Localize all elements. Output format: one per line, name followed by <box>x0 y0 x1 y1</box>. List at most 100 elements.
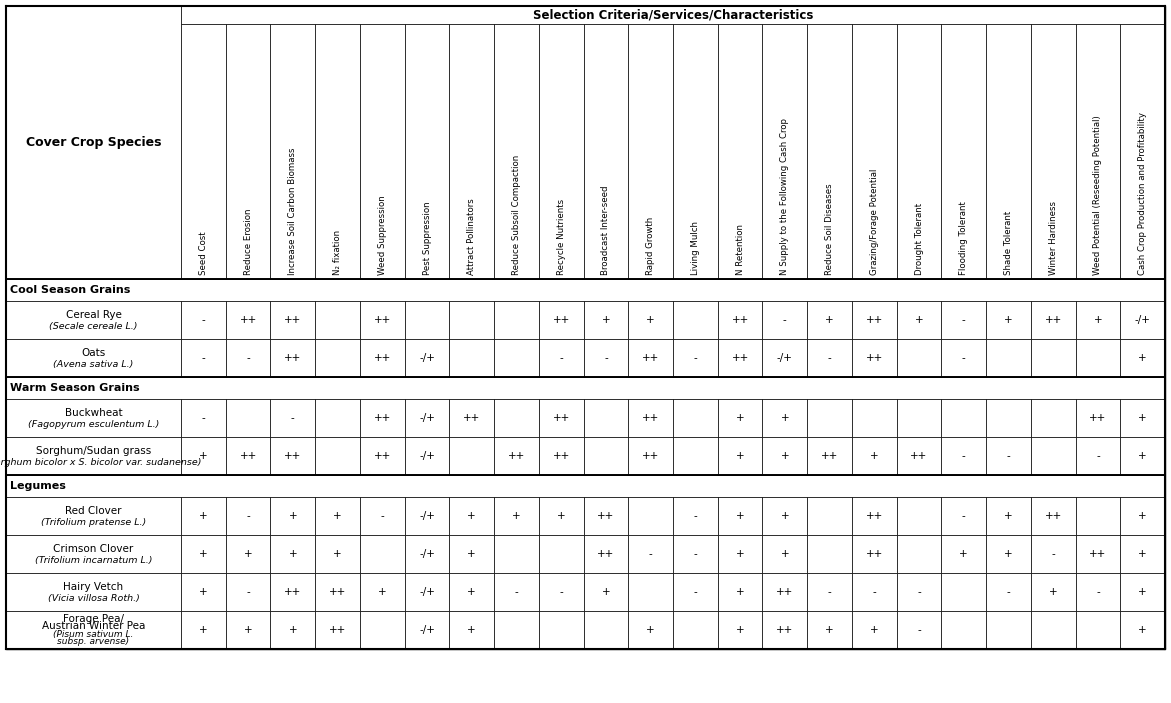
Text: (Fagopyrum esculentum L.): (Fagopyrum esculentum L.) <box>28 420 159 429</box>
Bar <box>494 339 539 377</box>
Text: +: + <box>602 587 610 597</box>
Bar <box>182 399 226 437</box>
Bar <box>450 573 494 611</box>
Text: ++: ++ <box>642 413 659 423</box>
Bar <box>359 339 405 377</box>
Bar <box>226 573 271 611</box>
Bar <box>718 573 762 611</box>
Bar <box>405 399 450 437</box>
Text: ++: ++ <box>642 451 659 461</box>
Bar <box>718 399 762 437</box>
Text: Legumes: Legumes <box>11 481 66 491</box>
Bar <box>494 573 539 611</box>
Bar <box>539 611 583 649</box>
Text: ++: ++ <box>597 511 615 521</box>
Text: ++: ++ <box>463 413 480 423</box>
Text: -: - <box>783 315 787 325</box>
Text: Warm Season Grains: Warm Season Grains <box>11 383 139 393</box>
Text: -: - <box>872 587 876 597</box>
Bar <box>6 6 182 279</box>
Bar <box>629 301 673 339</box>
Bar <box>315 611 359 649</box>
Text: ++: ++ <box>732 353 748 363</box>
Text: Living Mulch: Living Mulch <box>691 221 700 275</box>
Text: +: + <box>199 511 207 521</box>
Bar <box>1075 24 1121 279</box>
Text: +: + <box>959 549 968 559</box>
Bar <box>539 339 583 377</box>
Text: Hairy Vetch: Hairy Vetch <box>63 583 124 593</box>
Bar <box>1075 535 1121 573</box>
Bar <box>226 535 271 573</box>
Text: Reduce Subsoil Compaction: Reduce Subsoil Compaction <box>512 155 521 275</box>
Bar <box>226 24 271 279</box>
Bar <box>6 475 1165 497</box>
Text: Seed Cost: Seed Cost <box>199 231 208 275</box>
Bar <box>359 301 405 339</box>
Text: -: - <box>961 451 966 461</box>
Text: -: - <box>201 413 205 423</box>
Bar <box>629 497 673 535</box>
Text: +: + <box>1138 413 1146 423</box>
Text: N Supply to the Following Cash Crop: N Supply to the Following Cash Crop <box>780 118 789 275</box>
Text: +: + <box>334 511 342 521</box>
Bar <box>450 437 494 475</box>
Text: -: - <box>1007 451 1011 461</box>
Text: Increase Soil Carbon Biomass: Increase Soil Carbon Biomass <box>288 148 297 275</box>
Bar <box>941 339 986 377</box>
Text: (Secale cereale L.): (Secale cereale L.) <box>49 322 138 331</box>
Text: -: - <box>1096 451 1100 461</box>
Bar <box>1075 437 1121 475</box>
Bar <box>629 24 673 279</box>
Text: +: + <box>1005 315 1013 325</box>
Bar <box>807 573 852 611</box>
Bar <box>1121 497 1165 535</box>
Bar <box>539 437 583 475</box>
Text: -: - <box>693 587 697 597</box>
Bar <box>6 497 182 535</box>
Text: ++: ++ <box>821 451 838 461</box>
Bar <box>1030 573 1075 611</box>
Bar <box>450 611 494 649</box>
Text: ++: ++ <box>285 451 301 461</box>
Text: ++: ++ <box>1045 315 1062 325</box>
Text: -: - <box>961 315 966 325</box>
Text: ++: ++ <box>865 315 883 325</box>
Text: +: + <box>781 413 789 423</box>
Text: -: - <box>246 353 249 363</box>
Bar <box>405 573 450 611</box>
Bar <box>852 399 897 437</box>
Text: +: + <box>378 587 386 597</box>
Bar <box>583 301 629 339</box>
Text: +: + <box>1138 511 1146 521</box>
Text: Rapid Growth: Rapid Growth <box>646 217 655 275</box>
Text: ++: ++ <box>553 413 570 423</box>
Bar <box>897 535 941 573</box>
Text: -: - <box>381 511 384 521</box>
Text: N Retention: N Retention <box>735 224 745 275</box>
Bar <box>583 611 629 649</box>
Text: -/+: -/+ <box>419 549 434 559</box>
Bar <box>629 437 673 475</box>
Bar <box>271 399 315 437</box>
Bar <box>941 399 986 437</box>
Bar <box>182 535 226 573</box>
Text: +: + <box>781 549 789 559</box>
Text: +: + <box>1005 511 1013 521</box>
Text: -: - <box>828 353 831 363</box>
Bar <box>271 497 315 535</box>
Bar <box>1121 339 1165 377</box>
Text: -: - <box>604 353 608 363</box>
Bar <box>583 339 629 377</box>
Text: +: + <box>512 511 521 521</box>
Bar <box>450 535 494 573</box>
Text: Buckwheat: Buckwheat <box>64 408 122 418</box>
Bar <box>226 399 271 437</box>
Text: -/+: -/+ <box>419 587 434 597</box>
Bar <box>315 437 359 475</box>
Bar <box>1075 611 1121 649</box>
Text: Reduce Soil Diseases: Reduce Soil Diseases <box>826 183 834 275</box>
Text: Cereal Rye: Cereal Rye <box>66 311 122 321</box>
Text: ++: ++ <box>285 315 301 325</box>
Text: +: + <box>288 549 297 559</box>
